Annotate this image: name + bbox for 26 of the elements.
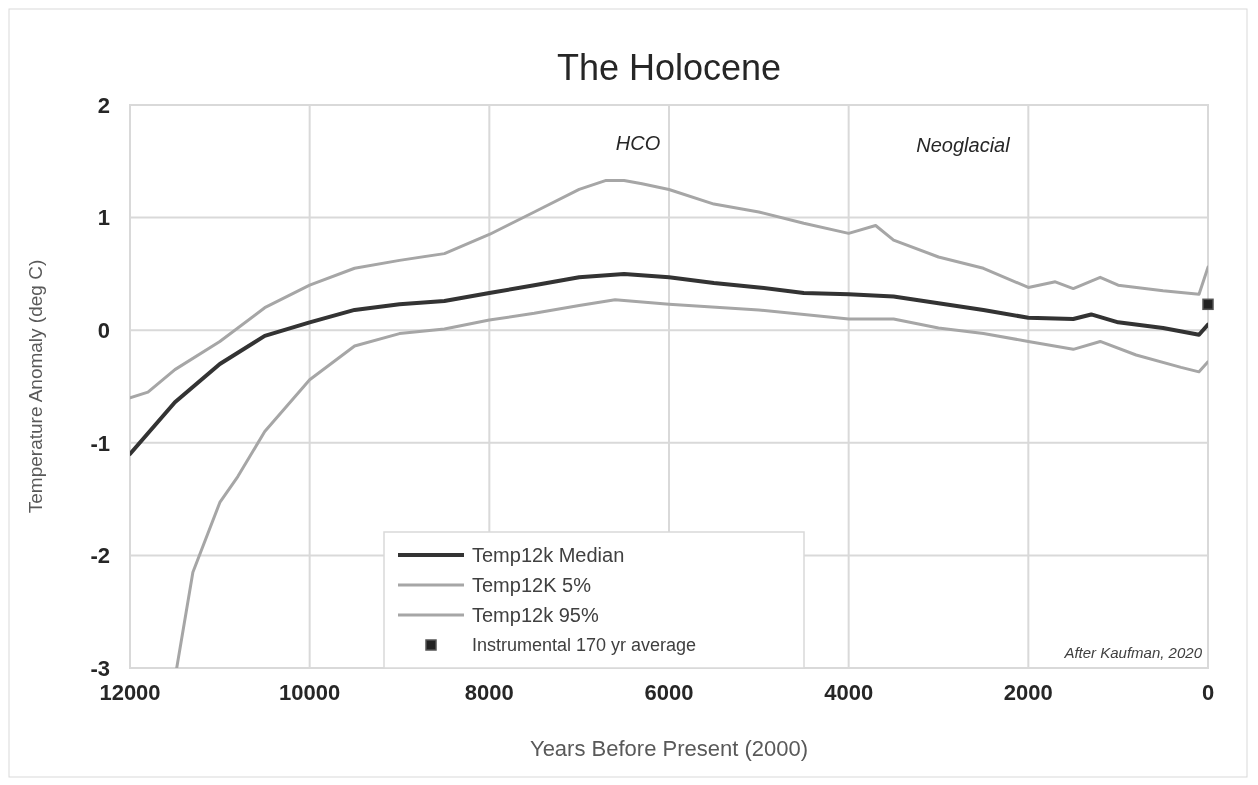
legend-label: Temp12K 5%	[472, 574, 592, 596]
y-axis-title: Temperature Anomaly (deg C)	[25, 259, 46, 514]
y-tick-label: 1	[97, 205, 110, 231]
x-tick-label: 12000	[99, 680, 161, 705]
x-axis-title: Years Before Present (2000)	[529, 736, 809, 761]
legend-label: Temp12k Median	[472, 544, 625, 566]
line-series	[130, 178, 1208, 400]
x-tick-label: 0	[1201, 680, 1215, 705]
y-tick-label: -3	[90, 655, 110, 681]
annotation: After Kaufman, 2020	[1063, 644, 1203, 661]
legend-label: Instrumental 170 yr average	[472, 635, 697, 656]
y-tick-label: 2	[97, 92, 110, 118]
y-tick-label: 0	[97, 317, 110, 343]
y-tick-label: -2	[90, 543, 110, 569]
annotation: Neoglacial	[916, 134, 1011, 156]
x-tick-label: 10000	[279, 680, 341, 705]
x-tick-label: 6000	[644, 680, 694, 705]
y-tick-label: -1	[90, 430, 110, 456]
x-tick-label: 8000	[464, 680, 514, 705]
line-series	[130, 271, 1208, 457]
chart-title: The Holocene	[556, 47, 782, 88]
line-series	[175, 298, 1208, 668]
legend-label: Temp12k 95%	[472, 604, 599, 626]
x-tick-label: 2000	[1003, 680, 1053, 705]
x-tick-label: 4000	[824, 680, 874, 705]
annotation: HCO	[615, 132, 661, 154]
